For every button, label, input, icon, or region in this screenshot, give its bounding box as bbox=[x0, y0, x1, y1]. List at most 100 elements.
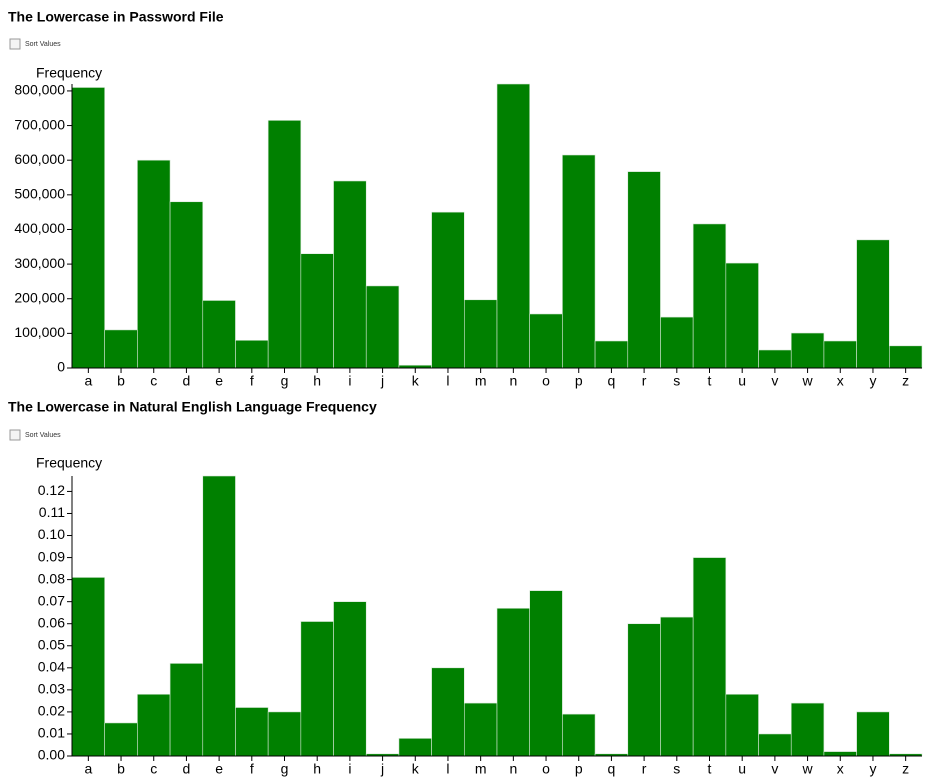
x-tick-label: j bbox=[380, 373, 384, 389]
y-axis-label: Frequency bbox=[36, 455, 102, 471]
y-tick-label: 600,000 bbox=[14, 151, 65, 167]
bar bbox=[365, 285, 400, 369]
bar bbox=[790, 332, 825, 369]
x-tick-label: f bbox=[250, 761, 254, 777]
bar bbox=[856, 711, 890, 757]
x-tick-label: q bbox=[608, 761, 616, 777]
y-tick-label: 0.07 bbox=[38, 592, 65, 608]
x-tick-label: d bbox=[183, 761, 191, 777]
bar bbox=[398, 738, 432, 757]
x-tick-label: a bbox=[84, 373, 92, 389]
x-tick-label: d bbox=[183, 373, 191, 389]
sort-label[interactable]: Sort Values bbox=[25, 432, 61, 439]
bar bbox=[823, 751, 857, 757]
bar bbox=[758, 733, 792, 757]
x-tick-label: b bbox=[117, 373, 125, 389]
x-tick-label: e bbox=[215, 761, 223, 777]
x-tick-label: u bbox=[738, 373, 746, 389]
x-tick-label: m bbox=[475, 761, 487, 777]
bar bbox=[627, 623, 661, 757]
bar bbox=[725, 262, 759, 369]
y-tick-label: 0.06 bbox=[38, 614, 65, 630]
x-tick-label: q bbox=[608, 373, 616, 389]
x-tick-label: n bbox=[509, 373, 517, 389]
y-tick-label: 700,000 bbox=[14, 116, 65, 132]
bar bbox=[496, 83, 530, 369]
x-tick-label: m bbox=[475, 373, 487, 389]
x-tick-label: n bbox=[509, 761, 517, 777]
x-tick-label: a bbox=[84, 761, 92, 777]
x-tick-label: t bbox=[708, 761, 712, 777]
bar bbox=[333, 601, 367, 757]
y-tick-label: 500,000 bbox=[14, 186, 65, 202]
y-tick-label: 200,000 bbox=[14, 289, 65, 305]
bar bbox=[889, 345, 923, 369]
y-tick-label: 300,000 bbox=[14, 255, 65, 271]
sort-checkbox[interactable] bbox=[9, 429, 21, 441]
x-tick-label: v bbox=[771, 373, 778, 389]
bar bbox=[137, 693, 171, 757]
y-tick-label: 0.08 bbox=[38, 570, 65, 586]
x-tick-label: w bbox=[802, 761, 814, 777]
bar bbox=[137, 159, 171, 369]
x-tick-label: i bbox=[348, 373, 351, 389]
bar bbox=[431, 667, 465, 757]
bar bbox=[496, 607, 530, 757]
y-tick-label: 0.03 bbox=[38, 681, 65, 697]
y-tick-label: 0.10 bbox=[38, 526, 65, 542]
bar bbox=[529, 590, 563, 757]
x-tick-label: x bbox=[837, 373, 844, 389]
x-tick-label: s bbox=[673, 761, 680, 777]
x-tick-label: w bbox=[802, 373, 814, 389]
x-tick-label: p bbox=[575, 373, 583, 389]
bar bbox=[562, 713, 596, 757]
bar bbox=[725, 693, 759, 757]
x-tick-label: h bbox=[313, 373, 321, 389]
bar bbox=[660, 616, 694, 757]
x-tick-label: z bbox=[902, 761, 909, 777]
bar bbox=[235, 707, 269, 757]
bar bbox=[660, 316, 694, 369]
bar bbox=[267, 120, 302, 369]
bar bbox=[71, 87, 105, 369]
sort-checkbox[interactable] bbox=[9, 38, 21, 50]
x-tick-label: b bbox=[117, 761, 125, 777]
bar bbox=[104, 329, 138, 369]
bar bbox=[300, 621, 334, 757]
x-tick-label: e bbox=[215, 373, 223, 389]
bar bbox=[823, 340, 857, 369]
bar bbox=[790, 702, 825, 757]
y-tick-label: 0 bbox=[57, 359, 65, 375]
x-tick-label: l bbox=[446, 761, 449, 777]
bar bbox=[431, 211, 465, 369]
bar bbox=[104, 722, 138, 757]
x-tick-label: f bbox=[250, 373, 254, 389]
y-tick-label: 800,000 bbox=[14, 82, 65, 98]
y-tick-label: 0.00 bbox=[38, 747, 65, 763]
bar bbox=[202, 475, 236, 757]
x-tick-label: s bbox=[673, 373, 680, 389]
x-tick-label: x bbox=[837, 761, 844, 777]
bar bbox=[202, 300, 236, 369]
y-tick-label: 0.01 bbox=[38, 725, 65, 741]
x-tick-label: y bbox=[869, 373, 876, 389]
bar bbox=[692, 223, 727, 369]
x-tick-label: p bbox=[575, 761, 583, 777]
bar bbox=[692, 557, 727, 757]
x-tick-label: o bbox=[542, 373, 550, 389]
x-tick-label: c bbox=[150, 373, 157, 389]
x-tick-label: r bbox=[642, 373, 647, 389]
y-tick-label: 0.05 bbox=[38, 636, 65, 652]
y-tick-label: 0.04 bbox=[38, 659, 65, 675]
x-tick-label: r bbox=[642, 761, 647, 777]
y-axis-label: Frequency bbox=[36, 65, 102, 81]
x-tick-label: k bbox=[412, 373, 420, 389]
y-tick-label: 400,000 bbox=[14, 220, 65, 236]
y-tick-label: 0.12 bbox=[38, 482, 65, 498]
bar bbox=[71, 577, 105, 757]
y-tick-label: 0.02 bbox=[38, 703, 65, 719]
sort-label[interactable]: Sort Values bbox=[25, 41, 61, 48]
y-tick-label: 0.09 bbox=[38, 548, 65, 564]
x-tick-label: i bbox=[348, 761, 351, 777]
